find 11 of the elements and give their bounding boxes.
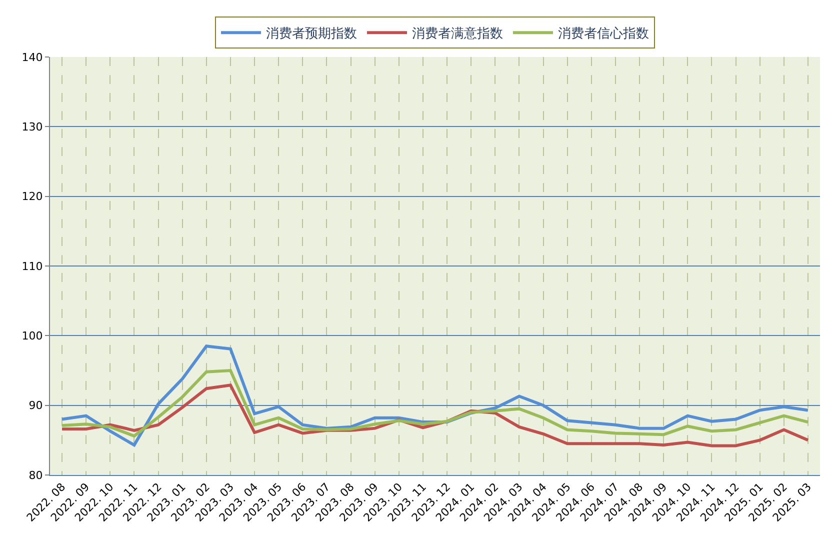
y-tick-label: 140: [22, 50, 43, 64]
y-tick-label: 90: [28, 399, 43, 412]
y-tick-label: 110: [22, 260, 43, 273]
legend-label: 消费者满意指数: [412, 26, 503, 42]
y-tick-label: 100: [22, 330, 43, 343]
y-tick-label: 80: [28, 468, 43, 482]
y-tick-label: 130: [22, 120, 43, 134]
legend-label: 消费者信心指数: [558, 26, 649, 42]
line-series: [60, 369, 810, 438]
y-tick-label: 120: [22, 190, 43, 204]
legend-label: 消费者预期指数: [266, 26, 357, 42]
